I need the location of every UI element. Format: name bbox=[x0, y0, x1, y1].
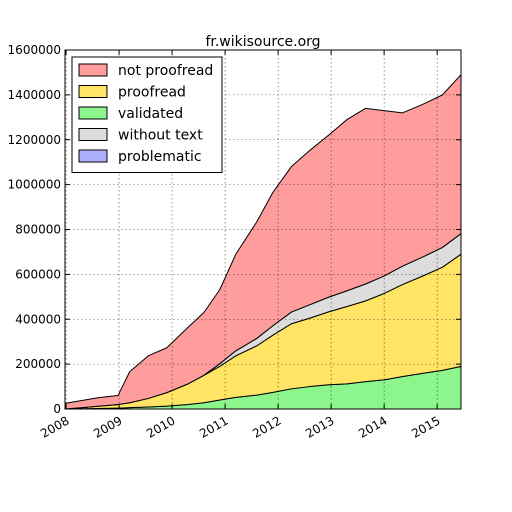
legend-label-without-text: without text bbox=[118, 128, 203, 144]
y-tick-label: 1000000 bbox=[8, 178, 61, 192]
x-tick-label: 2009 bbox=[91, 413, 124, 440]
y-tick-label: 0 bbox=[53, 402, 61, 416]
y-tick-label: 800000 bbox=[15, 223, 61, 237]
legend-label-proofread: proofread bbox=[118, 85, 186, 101]
legend-swatch-validated bbox=[78, 106, 108, 120]
y-tick-label: 1600000 bbox=[8, 43, 61, 57]
legend-swatch-proofread bbox=[78, 85, 108, 98]
x-tick-label: 2008 bbox=[38, 413, 71, 440]
legend: not proofread proofread validated without t… bbox=[71, 56, 223, 173]
x-tick-label: 2014 bbox=[356, 413, 389, 440]
legend-swatch-not-proofread bbox=[78, 63, 108, 77]
legend-swatch-problematic bbox=[78, 149, 108, 163]
legend-swatch-without-text bbox=[78, 128, 108, 141]
y-tick-label: 600000 bbox=[15, 267, 61, 281]
y-tick-label: 200000 bbox=[15, 357, 61, 371]
y-tick-label: 400000 bbox=[15, 312, 61, 326]
x-tick-label: 2011 bbox=[197, 413, 230, 440]
x-tick-label: 2015 bbox=[409, 413, 442, 440]
legend-label-not-proofread: not proofread bbox=[118, 63, 213, 79]
y-tick-label: 1400000 bbox=[8, 88, 61, 102]
x-tick-label: 2013 bbox=[303, 413, 336, 440]
x-tick-label: 2012 bbox=[250, 413, 283, 440]
chart-title: fr.wikisource.org bbox=[205, 34, 320, 50]
legend-label-validated: validated bbox=[118, 106, 183, 122]
y-tick-label: 1200000 bbox=[8, 133, 61, 147]
legend-label-problematic: problematic bbox=[118, 149, 202, 165]
x-tick-label: 2010 bbox=[144, 413, 177, 440]
